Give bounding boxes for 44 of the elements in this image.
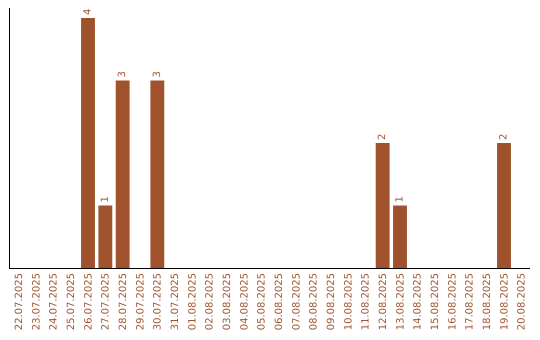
x-tick-label: 20.08.2025 xyxy=(516,273,528,330)
x-tick-label: 04.08.2025 xyxy=(239,273,250,330)
data-label: 2 xyxy=(377,134,388,140)
x-tick-label: 06.08.2025 xyxy=(274,273,285,330)
data-label: 2 xyxy=(498,134,510,140)
x-tick-label: 17.08.2025 xyxy=(464,273,476,330)
bar xyxy=(98,206,112,268)
x-tick-label: 09.08.2025 xyxy=(326,273,337,330)
x-tick-label: 26.07.2025 xyxy=(83,273,94,330)
bar xyxy=(376,143,390,268)
x-tick-label: 23.07.2025 xyxy=(31,273,42,330)
data-label: 4 xyxy=(82,8,94,15)
data-label: 1 xyxy=(100,196,111,202)
x-tick-label: 24.07.2025 xyxy=(48,273,60,330)
data-label: 1 xyxy=(394,196,406,202)
x-tick-label: 31.07.2025 xyxy=(170,273,181,330)
bar xyxy=(497,143,511,268)
data-label: 3 xyxy=(152,71,163,78)
bar xyxy=(81,18,95,268)
x-tick-label: 29.07.2025 xyxy=(135,273,146,330)
x-tick-label: 14.08.2025 xyxy=(412,273,424,330)
x-tick-label: 07.08.2025 xyxy=(291,273,302,330)
x-tick-label: 05.08.2025 xyxy=(256,273,268,330)
data-label: 3 xyxy=(117,71,128,78)
x-tick-label: 30.07.2025 xyxy=(152,273,164,330)
x-tick-label: 16.08.2025 xyxy=(447,273,458,330)
x-tick-label: 27.07.2025 xyxy=(100,273,112,330)
x-tick-label: 28.07.2025 xyxy=(118,273,129,330)
x-tick-label: 10.08.2025 xyxy=(343,273,354,330)
x-tick-label: 12.08.2025 xyxy=(378,273,389,330)
x-tick-label: 08.08.2025 xyxy=(308,273,320,330)
x-tick-label: 01.08.2025 xyxy=(187,273,198,330)
bar xyxy=(393,206,407,268)
x-tick-label: 02.08.2025 xyxy=(204,273,216,330)
x-tick-label: 18.08.2025 xyxy=(482,273,493,330)
x-tick-label: 22.07.2025 xyxy=(14,273,25,330)
x-tick-label: 19.08.2025 xyxy=(499,273,510,330)
x-tick-label: 03.08.2025 xyxy=(222,273,233,330)
x-tick-label: 25.07.2025 xyxy=(66,273,77,330)
bar xyxy=(116,80,130,268)
bar xyxy=(150,80,164,268)
x-tick-label: 11.08.2025 xyxy=(360,273,372,330)
x-tick-label: 13.08.2025 xyxy=(395,273,406,330)
x-tick-label: 15.08.2025 xyxy=(430,273,441,330)
